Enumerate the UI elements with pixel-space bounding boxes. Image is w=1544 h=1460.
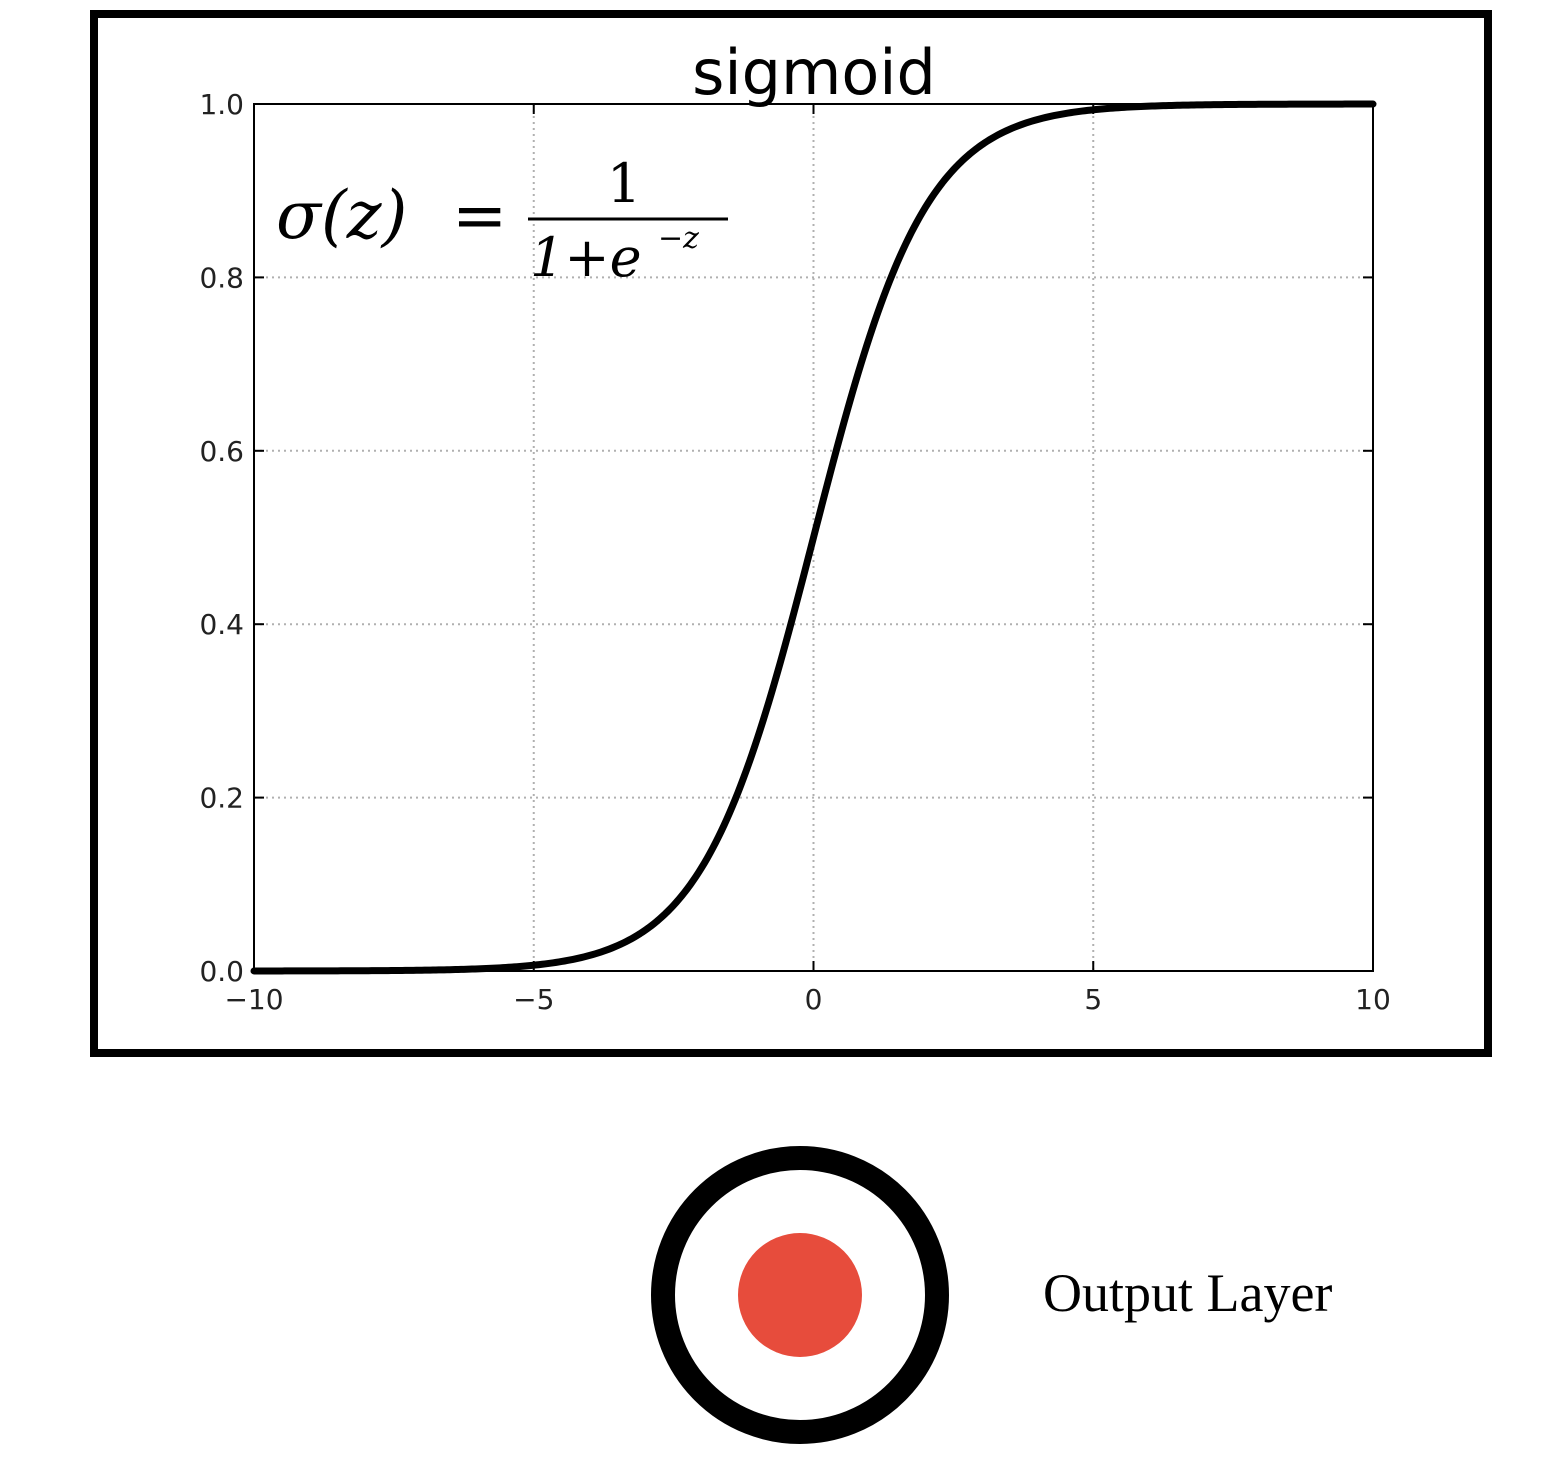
x-tick-label: −10 [224, 983, 283, 1016]
x-tick-label: 10 [1355, 983, 1391, 1016]
y-tick-label: 0.6 [199, 435, 244, 468]
output-node-dot [738, 1233, 862, 1357]
y-tick-label: 0.2 [199, 782, 244, 815]
formula-numerator: 1 [607, 152, 641, 215]
x-tick-label: −5 [513, 983, 554, 1016]
formula-exponent: −z [658, 221, 699, 256]
output-node-ring [651, 1146, 949, 1444]
y-tick-label: 1.0 [199, 88, 244, 121]
y-tick-label: 0.8 [199, 261, 244, 294]
x-tick-label: 0 [805, 983, 823, 1016]
formula-lhs: σ(z) [276, 177, 407, 254]
formula-denominator: 1+e [530, 226, 642, 289]
y-tick-label: 0.4 [199, 608, 244, 641]
y-tick-label: 0.0 [199, 955, 244, 988]
chart-frame [90, 10, 1492, 1057]
x-tick-label: 5 [1084, 983, 1102, 1016]
sigmoid-formula: σ(z) = 1 1+e −z [276, 152, 728, 289]
sigmoid-curve [250, 100, 1377, 975]
tick-labels: −10 −5 0 5 10 0.0 0.2 0.4 0.6 0.8 1.0 [199, 88, 1390, 1016]
output-layer-label: Output Layer [1043, 1263, 1333, 1323]
formula-equals: = [452, 177, 507, 254]
chart-title: sigmoid [692, 36, 936, 109]
